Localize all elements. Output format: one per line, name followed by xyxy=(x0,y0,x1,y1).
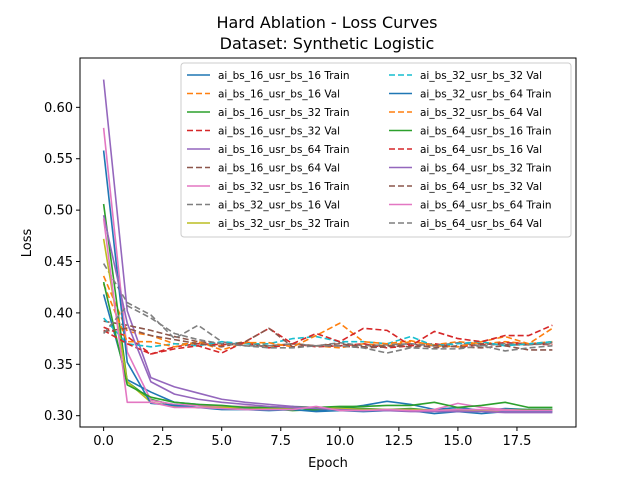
chart-subtitle: Dataset: Synthetic Logistic xyxy=(220,34,435,53)
legend-label: ai_bs_32_usr_bs_16 Val xyxy=(218,200,340,212)
legend-label: ai_bs_64_usr_bs_16 Val xyxy=(420,144,542,156)
y-tick-label: 0.45 xyxy=(44,255,73,270)
series-line-12 xyxy=(102,281,553,409)
y-axis-label: Loss xyxy=(20,229,35,258)
legend-label: ai_bs_16_usr_bs_32 Val xyxy=(218,126,340,138)
x-tick-label: 7.5 xyxy=(270,434,291,449)
x-tick-label: 15.0 xyxy=(443,434,472,449)
x-tick-label: 5.0 xyxy=(211,434,232,449)
legend-label: ai_bs_32_usr_bs_32 Val xyxy=(420,70,542,82)
series-line-11 xyxy=(102,283,553,351)
legend-label: ai_bs_16_usr_bs_16 Val xyxy=(218,89,340,101)
legend-label: ai_bs_16_usr_bs_16 Train xyxy=(218,70,350,82)
y-tick-label: 0.55 xyxy=(44,152,73,167)
legend-frame xyxy=(180,62,572,238)
series-line-7 xyxy=(102,263,553,347)
y-tick-label: 0.60 xyxy=(44,101,73,116)
x-axis-ticks: 0.0 2.5 5.0 7.5 10.0 12.5 15.0 17.5 xyxy=(93,427,531,449)
y-axis-ticks: 0.30 0.35 0.40 0.45 0.50 0.55 0.60 xyxy=(44,101,80,424)
chart-title: Hard Ablation - Loss Curves xyxy=(216,13,437,32)
x-tick-label: 0.0 xyxy=(93,434,114,449)
legend: ai_bs_16_usr_bs_16 Train ai_bs_16_usr_bs_… xyxy=(180,62,572,238)
legend-label: ai_bs_64_usr_bs_16 Train xyxy=(420,126,552,138)
series-line-14 xyxy=(102,215,553,414)
y-tick-label: 0.40 xyxy=(44,306,73,321)
legend-label: ai_bs_64_usr_bs_32 Train xyxy=(420,163,552,175)
legend-label: ai_bs_32_usr_bs_64 Val xyxy=(420,107,542,119)
series-line-17 xyxy=(103,304,553,354)
legend-label: ai_bs_16_usr_bs_64 Train xyxy=(218,144,350,156)
y-tick-label: 0.30 xyxy=(44,409,73,424)
x-tick-label: 10.0 xyxy=(325,434,354,449)
series-line-10 xyxy=(102,150,553,415)
plot-lines xyxy=(102,79,553,415)
x-tick-label: 17.5 xyxy=(502,434,531,449)
y-tick-label: 0.50 xyxy=(44,204,73,219)
legend-label: ai_bs_32_usr_bs_32 Train xyxy=(218,218,350,230)
legend-label: ai_bs_32_usr_bs_16 Train xyxy=(218,181,350,193)
series-line-15 xyxy=(103,327,553,351)
legend-label: ai_bs_64_usr_bs_32 Val xyxy=(420,181,542,193)
legend-label: ai_bs_16_usr_bs_32 Train xyxy=(218,107,350,119)
x-tick-label: 12.5 xyxy=(384,434,413,449)
legend-label: ai_bs_64_usr_bs_64 Val xyxy=(420,218,542,230)
legend-label: ai_bs_16_usr_bs_64 Val xyxy=(218,163,340,175)
x-tick-label: 2.5 xyxy=(152,434,173,449)
plot-frame xyxy=(79,57,577,428)
series-line-9 xyxy=(103,317,553,348)
x-axis-label: Epoch xyxy=(308,456,348,471)
legend-label: ai_bs_32_usr_bs_64 Train xyxy=(420,89,552,101)
y-tick-label: 0.35 xyxy=(44,358,73,373)
series-line-16 xyxy=(102,218,553,412)
legend-label: ai_bs_64_usr_bs_64 Train xyxy=(420,200,552,212)
series-line-13 xyxy=(103,324,553,355)
